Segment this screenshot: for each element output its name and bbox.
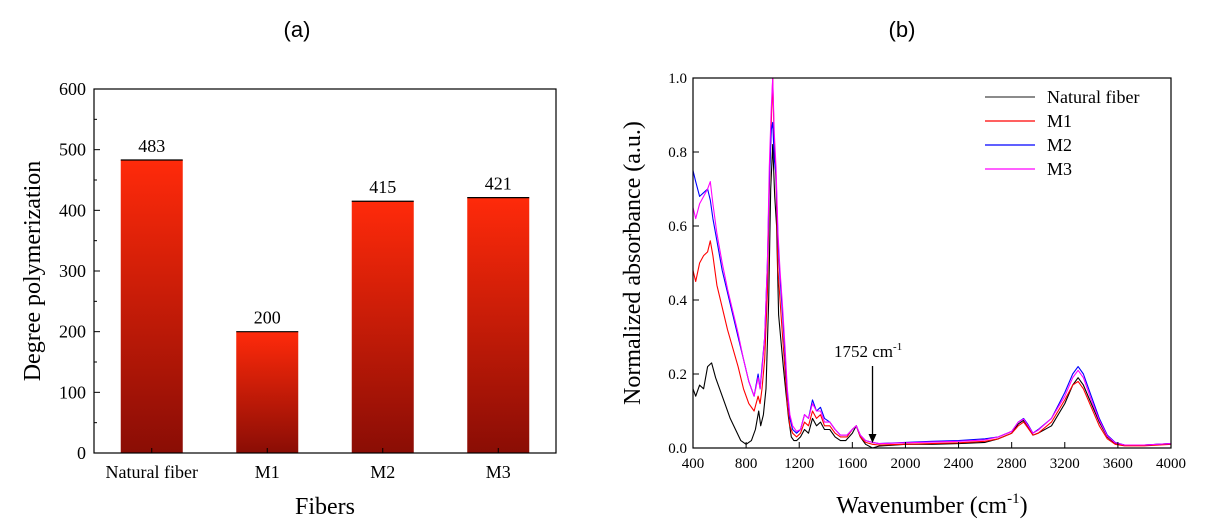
series-line-m1 <box>692 77 1172 447</box>
y-tick-label-a: 300 <box>59 261 86 281</box>
bars-a: 483 200 415 421 <box>120 136 530 454</box>
x-tick-label-b: 1600 <box>837 456 867 472</box>
x-axis-label-a: Fibers <box>295 494 355 520</box>
panel-b-label: (b) <box>889 17 916 42</box>
y-tick-label-b: 0.6 <box>668 219 687 235</box>
y-tick-label-b: 0.8 <box>668 145 687 161</box>
y-tick-label-a: 400 <box>59 200 86 220</box>
x-tick-label-a: M1 <box>255 462 280 482</box>
series-line-natural-fiber <box>692 144 1172 449</box>
series-lines-b <box>692 77 1172 449</box>
axis-ticks-a: Natural fiber M1 M2 M3 0 100 200 300 400 500 600 <box>59 79 511 482</box>
bar-m2 <box>351 201 414 453</box>
x-tick-label-b: 1200 <box>784 456 814 472</box>
annotation-text: 1752 cm-1 <box>834 341 902 361</box>
y-tick-label-b: 0.2 <box>668 367 687 383</box>
x-tick-label-a: M2 <box>370 462 395 482</box>
series-line-m3 <box>692 77 1172 446</box>
axis-ticks-b: 400 800 1200 1600 2000 2400 2800 3200 3600 4000 0.… <box>668 71 1186 472</box>
bar-value-label: 421 <box>485 174 512 194</box>
x-tick-label-b: 400 <box>682 456 705 472</box>
y-tick-label-a: 100 <box>59 382 86 402</box>
annotation-arrow-head <box>868 434 877 443</box>
x-tick-label-a: M3 <box>486 462 511 482</box>
y-axis-label-b: Normalized absorbance (a.u.) <box>620 121 646 405</box>
legend-label: M1 <box>1047 111 1072 131</box>
bar-value-label: 200 <box>254 308 281 328</box>
bar-value-label: 483 <box>138 136 165 156</box>
plot-frame-a <box>93 88 557 454</box>
y-tick-label-a: 500 <box>59 140 86 160</box>
x-axis-label-b: Wavenumber (cm-1) <box>836 491 1027 519</box>
x-tick-label-b: 4000 <box>1156 456 1186 472</box>
x-tick-label-b: 3200 <box>1050 456 1080 472</box>
y-tick-label-b: 0.4 <box>668 293 687 309</box>
y-tick-label-a: 600 <box>59 79 86 99</box>
y-axis-label-a: Degree polymerization <box>20 161 46 382</box>
panel-a-label: (a) <box>284 17 311 42</box>
bar-m3 <box>467 197 530 453</box>
x-tick-label-b: 2800 <box>997 456 1027 472</box>
x-tick-label-b: 2000 <box>890 456 920 472</box>
plot-frame-b <box>692 77 1172 449</box>
x-tick-label-b: 3600 <box>1103 456 1133 472</box>
bar-m1 <box>236 331 299 453</box>
bar-value-label: 415 <box>369 177 396 197</box>
y-tick-label-b: 0.0 <box>668 441 687 457</box>
y-tick-label-a: 200 <box>59 322 86 342</box>
legend-label: M2 <box>1047 135 1072 155</box>
legend-label: Natural fiber <box>1047 87 1139 107</box>
y-tick-label-b: 1.0 <box>668 71 687 87</box>
x-tick-label-a: Natural fiber <box>106 462 198 482</box>
chart-a: (a) 483 200 415 421 Natural fiber M1 M2 M3 0 100… <box>20 17 557 520</box>
legend-b: Natural fiber M1 M2 M3 <box>985 87 1139 179</box>
bar-natural-fiber <box>120 159 183 454</box>
y-tick-label-a: 0 <box>77 443 86 463</box>
annotation-1752: 1752 cm-1 <box>834 341 902 443</box>
x-tick-label-b: 800 <box>735 456 758 472</box>
chart-b: (b) 400 800 1200 1600 2000 2400 2800 3200 3600 40… <box>620 17 1186 519</box>
x-tick-label-b: 2400 <box>944 456 974 472</box>
legend-label: M3 <box>1047 159 1072 179</box>
